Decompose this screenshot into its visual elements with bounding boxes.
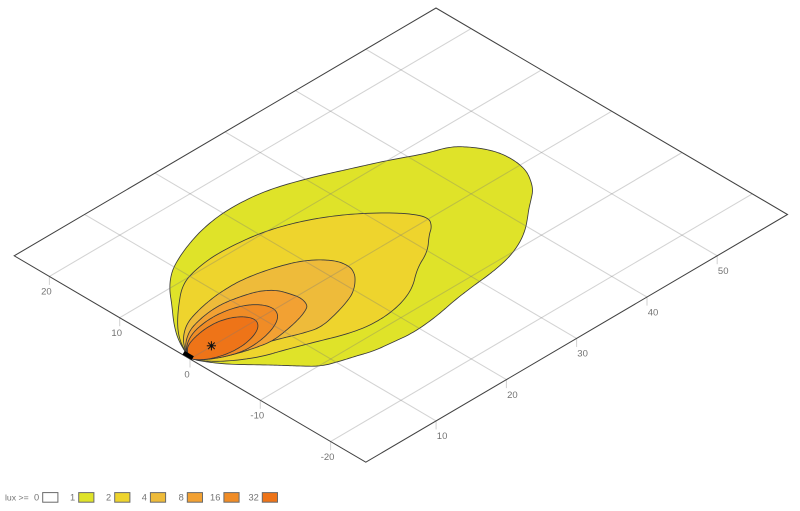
svg-text:2: 2 xyxy=(106,493,111,503)
svg-text:20: 20 xyxy=(41,287,52,298)
svg-text:32: 32 xyxy=(248,493,258,503)
svg-text:10: 10 xyxy=(437,431,448,442)
svg-text:40: 40 xyxy=(648,307,659,318)
svg-text:1: 1 xyxy=(70,493,75,503)
svg-text:16: 16 xyxy=(210,493,220,503)
svg-text:20: 20 xyxy=(507,390,518,401)
svg-text:lux >=: lux >= xyxy=(5,493,29,503)
svg-text:8: 8 xyxy=(179,493,184,503)
svg-text:4: 4 xyxy=(142,493,147,503)
svg-text:0: 0 xyxy=(34,493,39,503)
svg-text:-10: -10 xyxy=(250,411,264,422)
svg-text:30: 30 xyxy=(577,349,588,360)
svg-text:50: 50 xyxy=(718,266,729,277)
svg-text:-20: -20 xyxy=(321,452,335,463)
svg-text:0: 0 xyxy=(184,369,189,380)
svg-text:10: 10 xyxy=(111,328,122,339)
